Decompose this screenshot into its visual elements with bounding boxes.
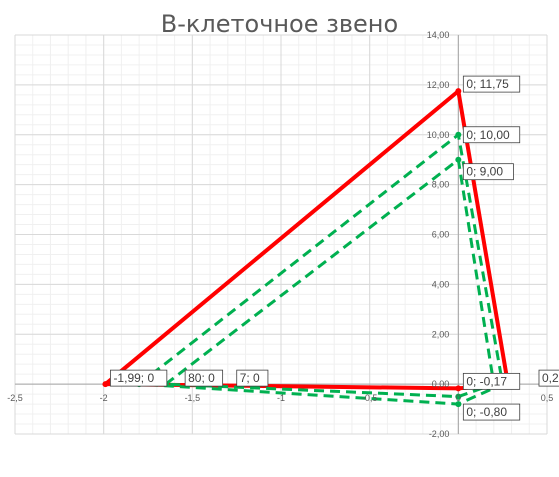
data-label: 0; -0,80	[466, 405, 507, 419]
y-tick-label: 0,00	[432, 379, 450, 389]
data-label: 7; 0	[240, 371, 260, 385]
data-point	[455, 401, 462, 408]
data-point	[455, 393, 462, 400]
data-label-box	[462, 403, 521, 421]
data-label: 0; 11,75	[466, 77, 509, 91]
x-tick-label: -0,5	[362, 393, 378, 403]
y-tick-label: 12,00	[427, 80, 450, 90]
data-label-box	[462, 372, 521, 390]
x-tick-label: -2	[100, 393, 108, 403]
data-point	[102, 381, 109, 388]
y-tick-label: 6,00	[432, 230, 450, 240]
data-label: -1,99; 0	[113, 371, 154, 385]
series-line-3	[164, 158, 496, 399]
x-tick-label: 0,5	[541, 393, 554, 403]
data-label: 0; 9,00	[466, 165, 503, 179]
data-point	[455, 156, 462, 163]
data-label: 0; -0,17	[466, 374, 507, 388]
y-tick-label: -2,00	[429, 429, 450, 439]
x-tick-label: 0	[456, 393, 461, 403]
data-label-box	[184, 369, 224, 387]
chart-title: В-клеточное звено	[160, 10, 399, 38]
data-label-box	[462, 75, 521, 93]
data-label: 0; 10,00	[466, 128, 510, 142]
data-label: 0,28; 0	[542, 371, 559, 385]
data-label-box	[538, 369, 559, 387]
y-tick-label: 10,00	[427, 130, 450, 140]
x-tick-label: -1	[277, 393, 285, 403]
y-tick-label: 4,00	[432, 279, 450, 289]
data-label-box	[236, 369, 269, 387]
y-tick-label: 14,00	[427, 30, 450, 40]
data-point	[455, 88, 462, 95]
data-label-box	[462, 126, 521, 144]
data-label: 80; 0	[188, 371, 215, 385]
data-label-box	[110, 369, 168, 387]
y-tick-label: 8,00	[432, 180, 450, 190]
x-tick-label: -2,5	[7, 393, 23, 403]
data-point	[455, 385, 462, 392]
data-point	[455, 131, 462, 138]
data-label-box	[462, 163, 514, 181]
x-tick-label: -1,5	[185, 393, 201, 403]
y-tick-label: 2,00	[432, 329, 450, 339]
